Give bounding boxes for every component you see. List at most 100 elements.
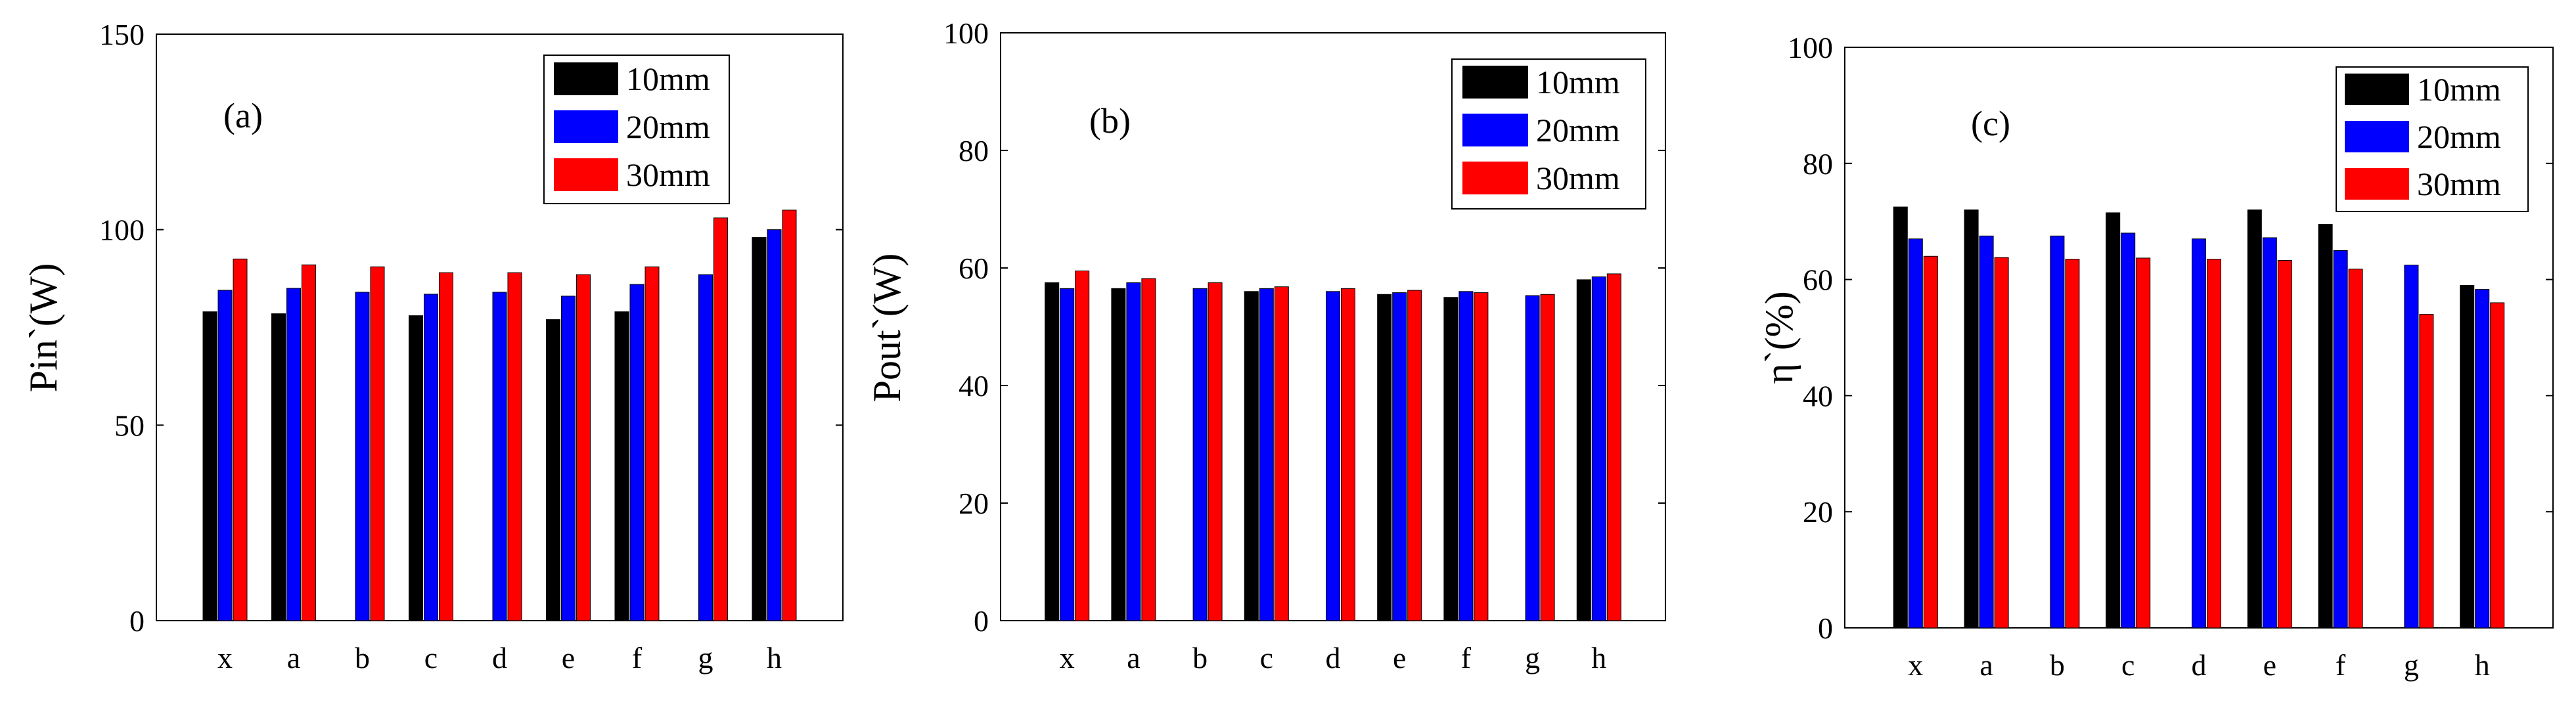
bar-30mm-x	[1075, 270, 1090, 621]
x-tick-label: g	[1525, 641, 1540, 675]
bar-20mm-c	[2121, 232, 2136, 629]
bar-30mm-d	[507, 272, 522, 621]
bar-30mm-e	[1407, 290, 1422, 621]
bar-30mm-g	[2419, 314, 2434, 629]
bar-20mm-a	[1979, 235, 1994, 629]
y-tick-label: 20	[1803, 495, 1833, 529]
x-tick-label: f	[1461, 641, 1472, 675]
bar-10mm-e	[2247, 210, 2262, 629]
bar-20mm-h	[767, 229, 782, 621]
y-tick-label: 150	[99, 18, 145, 51]
y-axis-title: η`(%)	[1757, 291, 1801, 384]
y-tick-label: 60	[1803, 263, 1833, 297]
x-tick-label: c	[424, 641, 438, 675]
bar-10mm-h	[752, 237, 767, 621]
legend: 10mm 20mm 30mm	[2336, 66, 2529, 212]
y-tick-label: 20	[959, 487, 989, 520]
bar-30mm-h	[1606, 273, 1621, 621]
bar-20mm-a	[286, 288, 301, 621]
legend-swatch-30mm	[2345, 168, 2409, 200]
x-tick-label: f	[632, 641, 643, 675]
bar-20mm-c	[1259, 288, 1274, 621]
bar-30mm-f	[1474, 292, 1489, 621]
bar-10mm-c	[2106, 212, 2121, 629]
bar-20mm-f	[629, 284, 644, 621]
y-tick-label: 100	[99, 213, 145, 247]
bar-30mm-b	[1208, 282, 1223, 621]
x-tick-label: x	[217, 641, 233, 675]
chart-panel-c: 0 20 40 60 80 100 x a b c d e f g h (c) η`(%) 10mm 20…	[1757, 31, 2554, 682]
legend-swatch-10mm	[1462, 66, 1528, 99]
chart-panel-b: 0 20 40 60 80 100 x a b c d e f g h (b) Pout`(W) 10mm…	[865, 16, 1666, 675]
x-tick-label: g	[698, 641, 713, 675]
bar-20mm-e	[561, 296, 576, 621]
panel-label: (b)	[1089, 101, 1131, 141]
bar-20mm-d	[2192, 238, 2206, 629]
y-tick-label: 50	[114, 409, 145, 442]
x-tick-label: d	[2192, 648, 2207, 682]
legend: 10mm 20mm 30mm	[543, 55, 730, 204]
x-tick-label: a	[287, 641, 300, 675]
x-tick-label: d	[1326, 641, 1341, 675]
y-tick-label: 0	[974, 604, 989, 638]
bar-10mm-h	[1576, 279, 1591, 621]
bar-20mm-c	[424, 294, 438, 621]
y-tick-label: 100	[1788, 31, 1833, 64]
bar-30mm-x	[233, 258, 248, 621]
y-tick-label: 40	[1803, 379, 1833, 412]
x-tick-label: f	[2336, 648, 2346, 682]
y-tick-label: 80	[1803, 147, 1833, 181]
legend-label-30mm: 30mm	[2417, 166, 2501, 202]
bar-20mm-x	[1060, 288, 1075, 621]
x-tick-label: e	[562, 641, 575, 675]
bar-30mm-g	[713, 217, 728, 621]
x-tick-label: h	[1591, 641, 1606, 675]
bar-30mm-h	[2490, 302, 2505, 629]
bar-10mm-f	[614, 311, 629, 621]
legend-label-20mm: 20mm	[626, 108, 710, 145]
y-tick-label: 60	[959, 252, 989, 285]
bar-20mm-f	[2333, 250, 2348, 629]
bar-10mm-f	[2318, 224, 2333, 629]
bar-10mm-a	[1964, 210, 1979, 629]
bar-20mm-b	[1192, 288, 1208, 621]
bar-30mm-a	[1994, 257, 2009, 629]
bar-30mm-c	[2136, 257, 2151, 629]
x-tick-label: h	[2475, 648, 2490, 682]
legend-swatch-30mm	[554, 158, 618, 191]
x-tick-label: b	[2050, 648, 2065, 682]
legend-swatch-20mm	[2345, 121, 2409, 152]
bar-30mm-e	[576, 274, 591, 621]
bar-10mm-f	[1443, 297, 1458, 621]
legend-swatch-10mm	[2345, 74, 2409, 105]
bar-10mm-e	[546, 319, 560, 621]
y-tick-label: 100	[943, 16, 989, 50]
legend-label-20mm: 20mm	[2417, 118, 2501, 155]
bar-20mm-d	[492, 292, 507, 621]
bar-20mm-g	[698, 274, 713, 621]
bar-20mm-d	[1326, 291, 1340, 621]
bar-20mm-f	[1458, 291, 1474, 621]
bar-30mm-h	[782, 210, 797, 621]
bar-30mm-d	[2207, 259, 2221, 629]
x-tick-label: c	[1260, 641, 1273, 675]
x-tick-label: e	[1393, 641, 1406, 675]
bar-20mm-a	[1126, 282, 1141, 621]
legend: 10mm 20mm 30mm	[1451, 58, 1646, 210]
bar-10mm-a	[1111, 288, 1126, 621]
bar-30mm-a	[1141, 278, 1156, 621]
bar-10mm-a	[271, 313, 286, 621]
legend-swatch-10mm	[554, 62, 618, 95]
x-tick-label: b	[355, 641, 370, 675]
legend-label-30mm: 30mm	[626, 156, 710, 193]
legend-label-10mm: 10mm	[626, 60, 710, 97]
bar-10mm-h	[2460, 284, 2475, 629]
bar-30mm-b	[370, 266, 385, 621]
chart-panel-a: 0 50 100 150 x a b c d e f g h (a) Pin`(W) 10mm 20m…	[22, 18, 844, 675]
y-tick-label: 0	[1818, 611, 1833, 645]
bar-30mm-b	[2065, 259, 2080, 629]
bar-20mm-x	[217, 290, 233, 621]
x-tick-label: a	[1979, 648, 1993, 682]
bar-30mm-x	[1923, 255, 1938, 629]
